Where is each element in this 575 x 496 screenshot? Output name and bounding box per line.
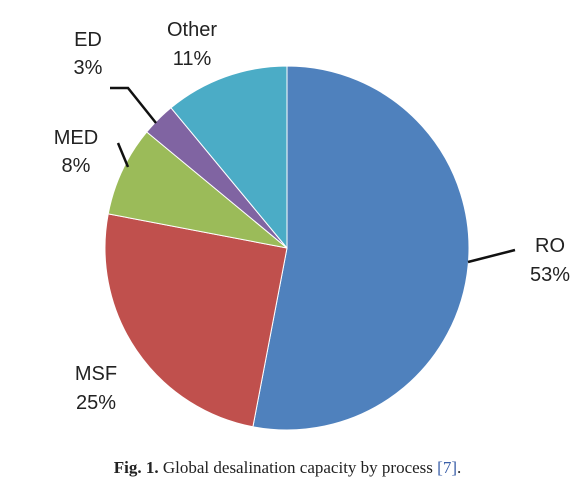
pie-slice-med (107, 131, 288, 249)
caption-reference-link[interactable]: [7] (437, 458, 457, 477)
leader-lines (110, 86, 516, 264)
label-msf-name: MSF (75, 363, 117, 385)
slice-labels: RO 53% MSF 25% MED 8% ED 3% Other 11% (54, 19, 570, 414)
leader-line-med (116, 142, 130, 168)
label-other-name: Other (167, 19, 217, 41)
label-ed-name: ED (74, 29, 102, 51)
pie-slice-ro (252, 65, 470, 431)
label-med-value: 8% (62, 155, 91, 177)
label-med-name: MED (54, 127, 98, 149)
label-ro-name: RO (535, 235, 565, 257)
pie-slices (104, 65, 470, 431)
figure-caption: Fig. 1. Global desalination capacity by … (0, 458, 575, 478)
label-other-value: 11% (173, 48, 212, 70)
caption-fig-number: Fig. 1. (113, 458, 159, 477)
caption-text: Global desalination capacity by process (158, 458, 438, 477)
label-msf-value: 25% (76, 392, 116, 414)
label-ro-value: 53% (530, 264, 570, 286)
pie-chart: RO 53% MSF 25% MED 8% ED 3% Other 11% (54, 19, 570, 431)
caption-end: . (456, 458, 462, 477)
leader-line-ed (110, 86, 157, 124)
label-ed-value: 3% (74, 57, 103, 79)
pie-slice-msf (104, 213, 288, 428)
leader-line-ro (467, 248, 516, 264)
pie-slice-other (170, 65, 288, 250)
